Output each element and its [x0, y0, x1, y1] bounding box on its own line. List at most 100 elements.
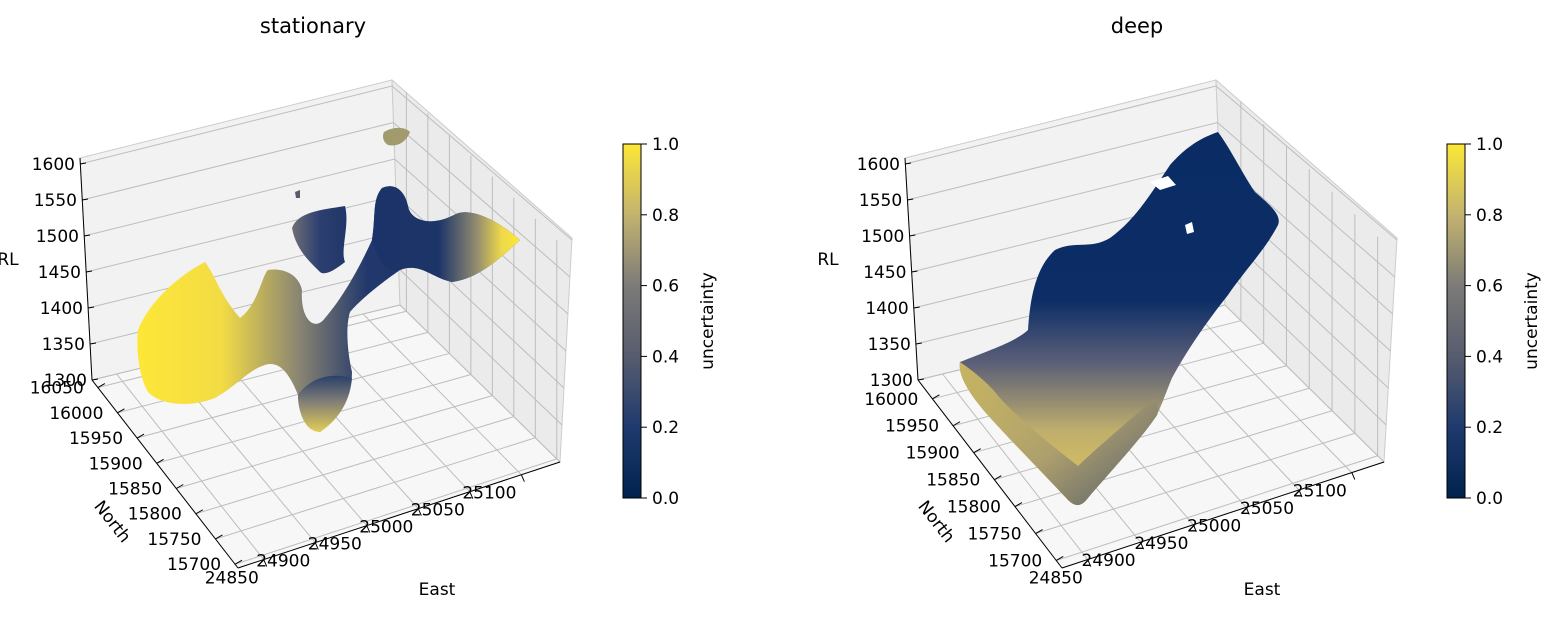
y-tick — [195, 509, 204, 515]
x-axis-label: East — [1244, 580, 1281, 600]
y-tick-label: 15800 — [128, 505, 182, 525]
tick-labels-stationary: 1300 1350 1400 1450 1500 1550 1600 15700 15750 15… — [30, 155, 525, 589]
y-tick — [932, 394, 940, 400]
colorbar-tick-label: 1.0 — [652, 135, 679, 155]
colorbar — [622, 143, 642, 499]
y-tick — [117, 408, 125, 414]
z-tick — [83, 234, 91, 237]
y-tick-label: 15950 — [69, 429, 123, 449]
y-tick-label: 15850 — [926, 471, 980, 491]
x-tick-label: 25050 — [411, 501, 465, 521]
grid-lines — [79, 85, 573, 565]
x-tick-label: 24850 — [205, 569, 259, 589]
surface-patch — [372, 186, 520, 282]
z-tick-label: 1350 — [868, 335, 911, 355]
colorbar-ticks: 0.0 0.2 0.4 0.6 0.8 1.0 — [1465, 135, 1503, 509]
x-tick-label: 25000 — [359, 518, 413, 538]
z-tick — [913, 306, 920, 309]
z-tick — [91, 378, 99, 381]
x-tick — [1140, 541, 1145, 550]
colorbar-stationary: 0.0 0.2 0.4 0.6 0.8 1.0 uncertainty — [622, 135, 718, 509]
x-tick — [417, 508, 422, 516]
y-tick — [215, 534, 223, 540]
z-tick-label: 1300 — [44, 371, 87, 391]
colorbar-label: uncertainty — [1522, 272, 1542, 370]
surface-patch — [292, 206, 347, 274]
y-axis-line — [917, 379, 1063, 569]
y-tick — [1055, 556, 1064, 561]
x-tick — [314, 542, 319, 550]
z-tick — [81, 198, 89, 201]
x-tick — [1298, 489, 1303, 498]
y-tick — [1035, 529, 1043, 534]
y-tick-label: 16000 — [864, 390, 918, 410]
z-tick — [904, 162, 912, 165]
surface-deep — [959, 132, 1279, 506]
colorbar-tick-label: 0.0 — [652, 489, 679, 509]
z-tick — [917, 378, 925, 381]
colorbar-tick-label: 0.8 — [652, 206, 679, 226]
panel-deep: 1300 1350 1400 1450 1500 1550 1600 15700 15750 15… — [817, 14, 1542, 600]
z-tick — [89, 342, 97, 345]
y-tick-label: 15850 — [108, 480, 162, 500]
surface-patch — [295, 190, 300, 198]
z-tick — [85, 270, 93, 273]
x-tick-label: 25050 — [1240, 499, 1294, 519]
surface-patch — [959, 362, 1159, 506]
chart-title: deep — [1111, 14, 1164, 38]
z-tick-label: 1600 — [32, 155, 75, 175]
x-tick — [1192, 524, 1197, 532]
y-tick — [994, 475, 1002, 481]
y-tick — [136, 433, 145, 439]
y-tick-label: 15750 — [147, 530, 201, 550]
z-tick-label: 1400 — [865, 299, 908, 319]
y-tick-label: 15700 — [167, 555, 221, 575]
x-tick-label: 25100 — [1293, 482, 1347, 502]
x-tick — [263, 559, 268, 567]
colorbar-tick-label: 0.6 — [652, 277, 679, 297]
y-tick-label: 15700 — [988, 551, 1042, 571]
z-tick — [87, 306, 95, 309]
x-axis-label: East — [419, 580, 456, 600]
x-tick — [1245, 507, 1250, 515]
z-tick-label: 1300 — [870, 371, 913, 391]
surface-patch — [298, 375, 352, 432]
x-tick — [520, 474, 525, 482]
colorbar — [1446, 143, 1466, 499]
z-axis-label: RL — [0, 250, 19, 270]
y-tick — [176, 484, 184, 489]
colorbar-tick-label: 0.6 — [1476, 277, 1503, 297]
z-tick-label: 1500 — [36, 227, 79, 247]
x-tick — [366, 525, 371, 533]
x-tick-label: 24950 — [1134, 534, 1188, 554]
y-tick — [952, 421, 961, 427]
x-tick-label: 24850 — [1029, 569, 1083, 589]
colorbar-tick-label: 0.4 — [652, 347, 679, 367]
x-tick — [1087, 559, 1092, 567]
y-tick-label: 15750 — [968, 525, 1022, 545]
z-tick — [915, 342, 922, 345]
y-tick-label: 15900 — [89, 454, 143, 474]
panel-stationary: 1300 1350 1400 1450 1500 1550 1600 15700 15750 15… — [0, 14, 718, 600]
colorbar-label: uncertainty — [698, 272, 718, 370]
y-tick-label: 16050 — [30, 379, 84, 399]
tick-labels-deep: 1300 1350 1400 1450 1500 1550 1600 15700 15750 15… — [857, 155, 1356, 589]
x-axis-line — [1061, 461, 1385, 569]
y-tick — [97, 383, 106, 388]
surface-patch — [1185, 222, 1194, 234]
x-tick-label: 24950 — [308, 535, 362, 555]
x-tick — [469, 491, 474, 499]
z-tick-label: 1450 — [38, 263, 81, 283]
z-tick-label: 1600 — [857, 155, 900, 175]
colorbar-tick-label: 0.4 — [1476, 347, 1503, 367]
x-axis-line — [237, 461, 561, 569]
z-tick-label: 1500 — [861, 227, 904, 247]
z-tick-label: 1550 — [34, 191, 77, 211]
colorbar-ticks: 0.0 0.2 0.4 0.6 0.8 1.0 — [641, 135, 679, 509]
z-tick — [907, 198, 914, 201]
y-tick-label: 15800 — [947, 498, 1001, 518]
z-tick-label: 1400 — [40, 299, 83, 319]
colorbar-tick-label: 0.8 — [1476, 206, 1503, 226]
surface-patch — [1150, 176, 1176, 190]
